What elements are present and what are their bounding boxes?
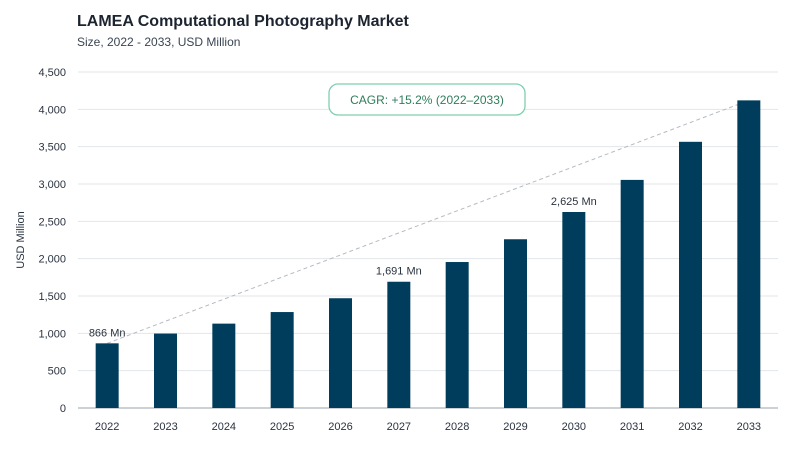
x-tick-label: 2027 [387,421,411,433]
bar-2029 [504,239,527,408]
bar-2025 [270,312,294,408]
y-axis-label: USD Million [15,211,27,268]
data-labels: 866 Mn 1,691 Mn 2,625 Mn [89,196,597,339]
grid-lines [78,71,778,409]
y-tick-label: 4,500 [38,67,66,79]
x-tick-label: 2029 [503,421,527,433]
y-axis-ticks: 0 500 1,000 1,500 2,000 2,500 3,000 3,500 4,000 4… [38,67,66,415]
x-tick-label: 2033 [737,421,761,433]
bar-2022 [95,343,119,408]
chart-title: LAMEA Computational Photography Market [77,13,409,30]
y-tick-label: 1,000 [38,328,66,340]
bar-2031 [620,179,644,408]
x-tick-label: 2028 [445,421,469,433]
y-tick-label: 4,000 [38,104,66,116]
x-tick-label: 2023 [153,421,177,433]
y-tick-label: 1,500 [38,291,66,303]
cagr-trend-line [106,99,750,344]
x-axis-ticks: 2022 2023 2024 2025 2026 2027 2028 2029 2030 2031… [95,421,761,433]
bar-2023 [154,333,177,408]
x-tick-label: 2025 [270,421,294,433]
bars [95,100,761,408]
bar-2028 [445,262,469,408]
x-tick-label: 2032 [678,421,702,433]
y-tick-label: 3,000 [38,179,66,191]
trend-line [106,99,750,344]
x-tick-label: 2024 [212,421,236,433]
y-tick-label: 500 [48,366,66,378]
y-tick-label: 2,500 [38,216,66,228]
data-label: 2,625 Mn [551,196,597,208]
bar-2027 [387,281,411,408]
bar-2033 [737,100,761,408]
x-tick-label: 2030 [562,421,586,433]
bar-2032 [679,141,702,408]
cagr-badge: CAGR: +15.2% (2022–2033) [328,83,526,116]
data-label: 1,691 Mn [376,266,422,278]
x-tick-label: 2031 [620,421,644,433]
cagr-label: CAGR: +15.2% (2022–2033) [350,93,504,107]
y-tick-label: 2,000 [38,254,66,266]
bar-2026 [329,298,352,408]
y-tick-label: 3,500 [38,142,66,154]
bar-2024 [212,323,236,408]
chart-subtitle: Size, 2022 - 2033, USD Million [77,35,241,49]
x-tick-label: 2022 [95,421,119,433]
y-tick-label: 0 [60,403,66,415]
cagr-box [328,83,526,116]
data-label: 866 Mn [89,327,126,339]
bar-2030 [562,212,586,408]
x-tick-label: 2026 [328,421,352,433]
